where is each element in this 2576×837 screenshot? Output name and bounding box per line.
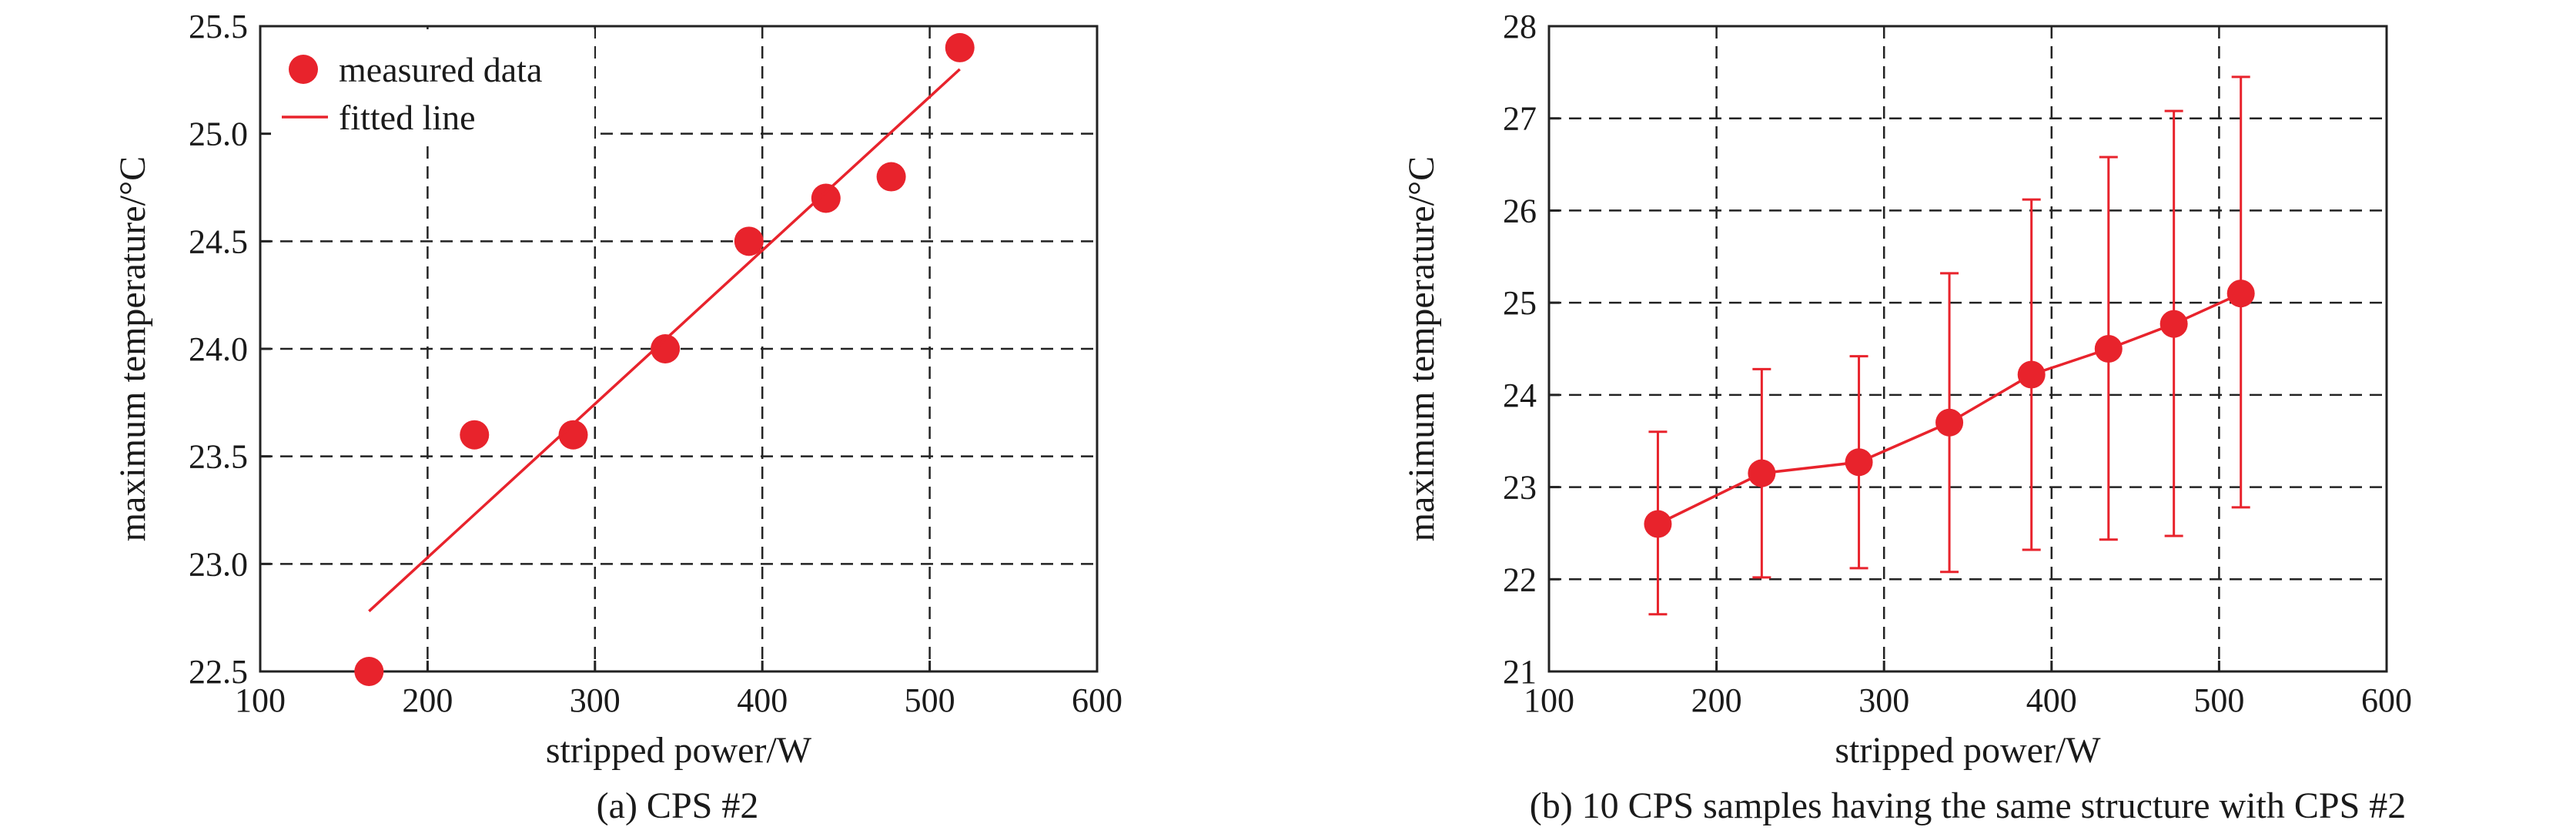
data-point [2017,360,2046,389]
data-point [2094,335,2123,363]
series-measured-data [354,32,975,686]
y-tick-label: 24 [1503,377,1537,414]
y-tick-label: 25 [1503,284,1537,322]
x-tick-label: 400 [2026,681,2077,719]
x-tick-label: 100 [1524,681,1574,719]
series-fitted-line [368,68,961,613]
data-point [2226,280,2255,308]
x-tick-label: 600 [1072,681,1122,719]
x-tick-label: 100 [235,681,286,719]
data-point [2159,310,2188,338]
y-tick-label: 24.5 [189,223,248,260]
data-point [1748,459,1776,487]
y-tick-label: 23.0 [189,545,248,583]
legend-marker-measured [289,55,318,84]
panel-caption: (b) 10 CPS samples having the same struc… [1530,785,2407,826]
x-tick-label: 200 [402,681,453,719]
x-tick-label: 300 [570,681,621,719]
legend-label-measured: measured data [339,50,542,89]
y-axis-label: maximum temperature/°C [1401,156,1442,541]
data-point [558,420,588,450]
y-tick-label: 23 [1503,469,1537,507]
gridlines [1549,26,2387,671]
y-tick-label: 26 [1503,192,1537,229]
x-axis-label: stripped power/W [1835,730,2101,771]
data-point [1845,448,1873,477]
data-point [876,162,906,192]
legend-box [263,29,594,143]
ticks: 100 200 300 400 500 600 22.5 23.0 23.5 24.0 24.5 25… [189,8,1122,719]
y-tick-label: 21 [1503,653,1537,691]
y-tick-label: 24.0 [189,330,248,368]
y-tick-label: 25.5 [189,8,248,45]
x-tick-label: 500 [2193,681,2244,719]
x-axis-label: stripped power/W [546,730,812,771]
x-tick-label: 600 [2361,681,2412,719]
y-axis-label: maximum temperature/°C [112,156,153,541]
y-tick-label: 28 [1503,8,1537,45]
plot-frame [1547,25,2388,673]
data-point [1935,408,1964,437]
data-point [354,657,384,686]
ticks: 100 200 300 400 500 600 21 22 23 24 25 26 27 28 [1503,8,2412,719]
x-tick-label: 400 [737,681,788,719]
data-point [734,226,764,256]
legend-label-fitted: fitted line [339,98,476,137]
series-main [1644,75,2255,616]
y-tick-label: 23.5 [189,438,248,476]
y-tick-label: 22 [1503,561,1537,598]
y-tick-label: 27 [1503,100,1537,138]
data-point [1644,510,1672,538]
x-tick-label: 500 [905,681,955,719]
data-point [811,183,841,213]
data-point [460,420,490,450]
data-point [945,32,975,62]
panel-caption: (a) CPS #2 [597,785,759,826]
fitted-line [368,68,961,613]
data-point [651,334,681,363]
panel-b: 100 200 300 400 500 600 21 22 23 24 25 26 27 28 stripp… [1401,8,2412,826]
y-tick-label: 22.5 [189,653,248,691]
panel-a: 100 200 300 400 500 600 22.5 23.0 23.5 24.0 24.5 25… [112,8,1122,826]
legend: measured data fitted line [282,50,542,137]
x-tick-label: 200 [1691,681,1742,719]
x-tick-label: 300 [1858,681,1909,719]
y-tick-label: 25.0 [189,116,248,153]
